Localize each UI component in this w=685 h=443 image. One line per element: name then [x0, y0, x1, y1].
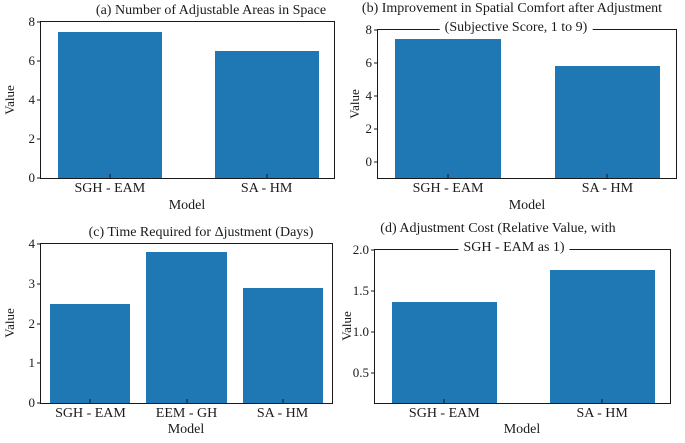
y-tick-mark	[37, 99, 41, 101]
x-tick-label: SA - HM	[581, 181, 634, 196]
y-tick-mark	[374, 161, 378, 163]
bar-sgh-eam	[395, 39, 501, 178]
chart-a-plot-area: 0 2 4 6 8 SGH - EAM SA - HM	[29, 15, 335, 196]
bar-sa-hm	[549, 269, 655, 403]
y-tick-label: 2.0	[352, 241, 369, 257]
y-tick-label: 2	[28, 315, 36, 331]
x-tick-label: SGH - EAM	[412, 181, 484, 196]
chart-a-x-axis-label: Model	[168, 198, 206, 213]
y-tick-mark	[371, 249, 375, 251]
y-tick-mark	[37, 402, 41, 404]
x-tick-label: SGH - EAM	[55, 406, 126, 421]
chart-d-title-line2-text: SGH - EAM as 1)	[458, 240, 570, 255]
x-tick-mark	[266, 174, 268, 179]
chart-a-y-axis-label: Value	[2, 85, 17, 115]
y-tick-mark	[371, 372, 375, 374]
y-tick-label: 1	[28, 355, 36, 371]
y-tick-label: 3	[28, 275, 36, 291]
y-tick-label: 6	[28, 52, 36, 68]
chart-d-title-line1: (d) Adjustment Cost (Relative Value, wit…	[380, 221, 616, 236]
bar-sgh-eam	[57, 31, 162, 178]
x-tick-mark	[447, 174, 449, 179]
y-tick-mark	[374, 128, 378, 130]
bar-sa-hm	[554, 65, 661, 178]
y-tick-mark	[37, 138, 41, 140]
y-tick-label: 4	[28, 235, 36, 251]
chart-b-title-line2: (Subjective Score, 1 to 9)	[439, 20, 593, 35]
y-tick-label: 1.5	[352, 282, 369, 298]
y-tick-mark	[37, 283, 41, 285]
x-tick-label: SA - HM	[576, 406, 628, 421]
x-tick-mark	[89, 399, 91, 404]
y-tick-label: 8	[28, 13, 36, 29]
y-tick-mark	[37, 21, 41, 23]
x-tick-mark	[109, 174, 111, 179]
y-tick-label: 4	[28, 91, 36, 107]
chart-d-plot-area: 0.5 1.0 1.5 2.0 SGH - EAM SA - HM	[353, 243, 671, 421]
chart-d-y-axis-label: Value	[339, 311, 354, 341]
chart-c-y-axis-label: Value	[2, 308, 17, 338]
y-tick-label: 0	[365, 154, 373, 170]
x-tick-mark	[186, 399, 187, 404]
y-tick-label: 2	[365, 121, 373, 137]
x-tick-mark	[601, 399, 603, 404]
y-tick-label: 6	[365, 54, 373, 70]
chart-d-x-axis-label: Model	[503, 422, 541, 437]
chart-d-title-line2: SGH - EAM as 1)	[458, 240, 570, 255]
y-tick-mark	[37, 177, 41, 179]
y-tick-mark	[371, 290, 375, 292]
y-tick-mark	[374, 29, 378, 31]
y-tick-mark	[374, 62, 378, 64]
x-tick-label: SGH - EAM	[74, 181, 146, 196]
bar-sa-hm	[242, 287, 323, 403]
chart-a-title: (a) Number of Adjustable Areas in Space	[95, 3, 327, 18]
chart-c-x-axis-label: Model	[167, 422, 205, 437]
y-tick-label: 1.0	[352, 324, 369, 340]
chart-c-plot-area: 0 1 2 3 4 SGH - EAM EEM - GH SA - HM	[29, 237, 333, 421]
y-tick-mark	[374, 95, 378, 97]
y-tick-label: 8	[365, 21, 373, 37]
x-tick-label: SGH - EAM	[408, 406, 480, 421]
y-tick-mark	[37, 243, 41, 245]
y-tick-label: 0	[28, 394, 36, 410]
chart-c-title: (c) Time Required for Δjustment (Days)	[88, 225, 314, 240]
chart-b-plot-area: 0 2 4 6 8 SGH - EAM SA - HM	[366, 23, 677, 196]
bar-sa-hm	[214, 51, 319, 178]
y-tick-mark	[37, 362, 41, 364]
y-tick-label: 2	[28, 130, 36, 146]
bar-sgh-eam	[391, 301, 497, 403]
chart-b-x-axis-label: Model	[508, 198, 546, 213]
y-tick-mark	[37, 60, 41, 62]
x-tick-mark	[606, 174, 608, 179]
y-tick-mark	[371, 331, 375, 333]
chart-b-y-axis-label: Value	[347, 89, 362, 119]
y-tick-mark	[37, 323, 41, 324]
chart-b-title-line2-text: (Subjective Score, 1 to 9)	[439, 20, 593, 35]
x-tick-label: EEM - GH	[155, 406, 218, 421]
x-tick-mark	[282, 399, 284, 404]
y-tick-label: 4	[365, 87, 373, 103]
bar-eem-gh	[146, 251, 227, 403]
y-tick-label: 0	[28, 169, 36, 185]
chart-b-title-line1: (b) Improvement in Spatial Comfort after…	[361, 1, 663, 16]
x-tick-mark	[443, 399, 445, 404]
x-tick-label: SA - HM	[240, 181, 293, 196]
y-tick-label: 0.5	[352, 365, 369, 381]
bar-sgh-eam	[50, 303, 131, 403]
x-tick-label: SA - HM	[256, 406, 309, 421]
